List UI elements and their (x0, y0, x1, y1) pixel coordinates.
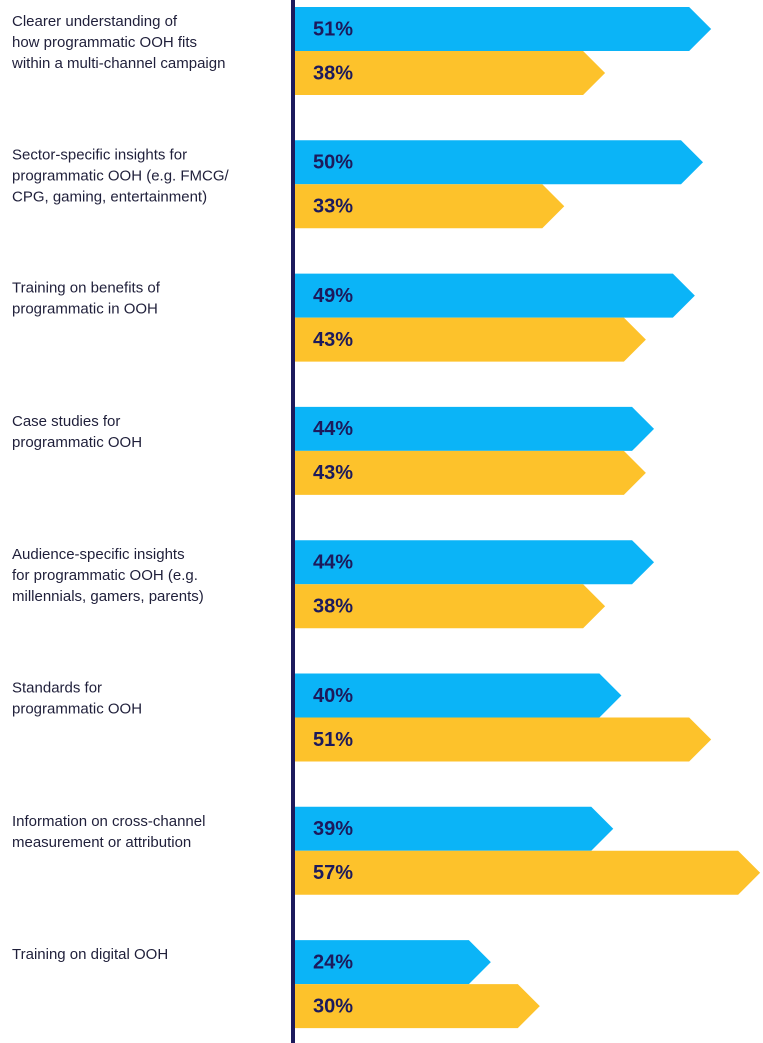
category-label: Training on digital OOH (12, 946, 168, 963)
bar (295, 540, 655, 585)
value-label: 50% (313, 152, 353, 174)
category-label: Standards for programmatic OOH (12, 680, 142, 718)
value-label: 51% (313, 729, 353, 751)
bar (295, 406, 655, 451)
value-label: 57% (313, 862, 353, 884)
value-label: 44% (313, 418, 353, 440)
value-label: 38% (313, 62, 353, 84)
bar (295, 940, 491, 985)
bar (295, 673, 622, 718)
bar (295, 450, 646, 495)
bar (295, 984, 540, 1029)
value-label: 44% (313, 551, 353, 573)
bar (295, 317, 646, 362)
category-label: Training on benefits of programmatic in O… (12, 280, 161, 318)
bar (295, 184, 565, 229)
bar (295, 850, 761, 895)
category-label: Case studies for programmatic OOH (12, 413, 142, 451)
category-label: Sector-specific insights for programmatic… (12, 146, 230, 205)
value-label: 51% (313, 18, 353, 40)
bar (295, 584, 606, 629)
category-label: Information on cross-channel measurement … (12, 813, 205, 851)
bar (295, 273, 695, 318)
bar (295, 806, 614, 851)
value-label: 40% (313, 685, 353, 707)
bar (295, 717, 712, 762)
value-label: 49% (313, 285, 353, 307)
value-label: 39% (313, 818, 353, 840)
value-label: 43% (313, 462, 353, 484)
category-label: Clearer understanding of how programmatic… (11, 13, 225, 72)
bar (295, 51, 606, 95)
bar (295, 7, 712, 51)
value-label: 30% (313, 995, 353, 1017)
value-label: 24% (313, 951, 353, 973)
bar (295, 140, 703, 185)
value-label: 43% (313, 329, 353, 351)
value-label: 33% (313, 196, 353, 218)
category-label: Audience-specific insights for programmat… (12, 546, 204, 605)
value-label: 38% (313, 595, 353, 617)
